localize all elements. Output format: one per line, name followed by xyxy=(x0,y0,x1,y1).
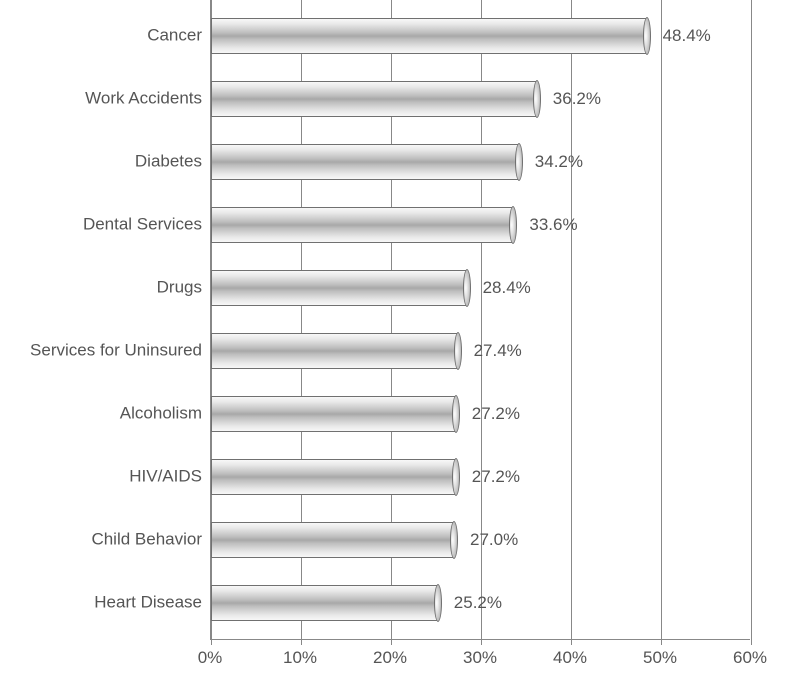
bar xyxy=(211,333,458,369)
category-label: HIV/AIDS xyxy=(2,468,202,487)
x-tick-label: 0% xyxy=(198,648,223,668)
x-tick-mark xyxy=(391,639,392,645)
x-tick-label: 60% xyxy=(733,648,767,668)
category-label: Diabetes xyxy=(2,153,202,172)
category-label: Work Accidents xyxy=(2,90,202,109)
bar xyxy=(211,144,519,180)
gridline xyxy=(751,0,752,639)
category-label: Heart Disease xyxy=(2,594,202,613)
x-tick-label: 30% xyxy=(463,648,497,668)
value-label: 33.6% xyxy=(529,215,577,235)
category-label: Child Behavior xyxy=(2,531,202,550)
x-tick-label: 20% xyxy=(373,648,407,668)
category-label: Dental Services xyxy=(2,216,202,235)
bar xyxy=(211,396,456,432)
x-tick-label: 40% xyxy=(553,648,587,668)
category-label: Services for Uninsured xyxy=(2,342,202,361)
value-label: 27.2% xyxy=(472,467,520,487)
value-label: 28.4% xyxy=(483,278,531,298)
bar xyxy=(211,459,456,495)
value-label: 25.2% xyxy=(454,593,502,613)
bar xyxy=(211,207,513,243)
bar-cap xyxy=(643,17,651,55)
category-label: Cancer xyxy=(2,27,202,46)
bar xyxy=(211,270,467,306)
bar xyxy=(211,522,454,558)
bar-cap xyxy=(452,458,460,496)
bar-cap xyxy=(434,584,442,622)
bar-cap xyxy=(509,206,517,244)
value-label: 27.0% xyxy=(470,530,518,550)
bar-cap xyxy=(454,332,462,370)
bar-cap xyxy=(463,269,471,307)
x-tick-label: 50% xyxy=(643,648,677,668)
gridline xyxy=(661,0,662,639)
x-tick-mark xyxy=(301,639,302,645)
category-label-column: Cancer Work Accidents Diabetes Dental Se… xyxy=(0,0,210,640)
x-tick-mark xyxy=(661,639,662,645)
bar-cap xyxy=(452,395,460,433)
bar xyxy=(211,81,537,117)
plot-area: 48.4% 36.2% 34.2% 33.6% 28.4% 27.4% xyxy=(210,0,750,640)
category-label: Alcoholism xyxy=(2,405,202,424)
x-tick-mark xyxy=(481,639,482,645)
x-tick-mark xyxy=(211,639,212,645)
bar xyxy=(211,18,647,54)
value-label: 36.2% xyxy=(553,89,601,109)
bar-cap xyxy=(450,521,458,559)
x-tick-label: 10% xyxy=(283,648,317,668)
bar-cap xyxy=(515,143,523,181)
x-tick-mark xyxy=(571,639,572,645)
bar xyxy=(211,585,438,621)
bar-cap xyxy=(533,80,541,118)
value-label: 27.4% xyxy=(474,341,522,361)
value-label: 27.2% xyxy=(472,404,520,424)
value-label: 48.4% xyxy=(663,26,711,46)
horizontal-bar-chart: Cancer Work Accidents Diabetes Dental Se… xyxy=(0,0,800,687)
value-label: 34.2% xyxy=(535,152,583,172)
category-label: Drugs xyxy=(2,279,202,298)
x-tick-mark xyxy=(751,639,752,645)
